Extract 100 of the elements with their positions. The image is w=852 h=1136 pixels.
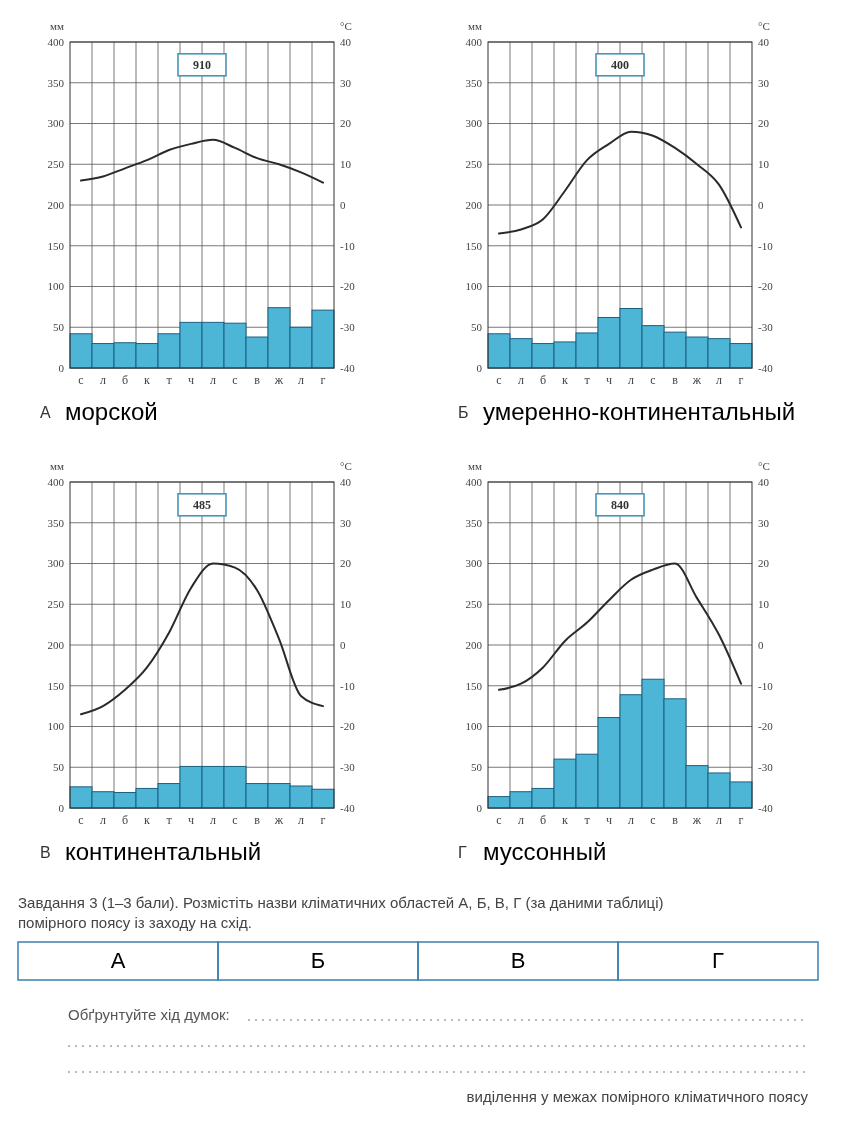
x-tick-label: к	[144, 813, 151, 827]
y-tick-label: 250	[465, 598, 483, 611]
x-tick-label: к	[562, 813, 569, 827]
x-tick-label: с	[650, 813, 656, 827]
x-tick-label: с	[496, 813, 502, 827]
y-tick-label: 50	[471, 321, 483, 334]
x-tick-label: ч	[605, 813, 613, 827]
y-tick-label: 300	[47, 557, 65, 570]
annotation: 400	[611, 58, 629, 73]
y2-tick-label: -30	[340, 321, 356, 334]
y2-axis-title: °С	[340, 460, 352, 472]
y2-axis-title: °С	[758, 460, 770, 472]
y-tick-label: 50	[471, 761, 483, 774]
y2-tick-label: 40	[340, 475, 352, 488]
x-tick-label: л	[518, 813, 524, 827]
y2-tick-label: 40	[340, 35, 352, 48]
y2-tick-label: 40	[758, 35, 770, 48]
x-tick-label: т	[584, 373, 591, 387]
y2-tick-label: 0	[758, 638, 764, 651]
text: виділення у межах помірного кліматичного поясу	[466, 1088, 809, 1105]
y-tick-label: 350	[47, 516, 65, 529]
text: морской	[65, 398, 158, 425]
x-tick-label: ч	[187, 373, 195, 387]
x-tick-label: л	[716, 813, 722, 827]
y2-tick-label: -40	[758, 801, 774, 814]
y2-tick-label: 30	[340, 76, 352, 89]
y-axis-title: мм	[468, 460, 483, 472]
x-tick-label: б	[121, 373, 129, 387]
x-tick-label: л	[716, 373, 722, 387]
y2-tick-label: -20	[758, 720, 774, 733]
y-tick-label: 150	[47, 239, 65, 252]
x-tick-label: к	[144, 373, 151, 387]
y2-tick-label: -30	[340, 761, 356, 774]
x-tick-label: с	[496, 373, 502, 387]
y-tick-label: 300	[47, 117, 65, 130]
y-tick-label: 400	[47, 35, 65, 48]
x-tick-label: г	[738, 813, 744, 827]
y-tick-label: 200	[47, 198, 65, 211]
x-tick-label: б	[121, 813, 129, 827]
text: Г	[458, 844, 467, 861]
x-tick-label: т	[584, 813, 591, 827]
y-tick-label: 100	[47, 280, 65, 293]
y-tick-label: 200	[465, 198, 483, 211]
x-tick-label: к	[562, 373, 569, 387]
y-tick-label: 200	[465, 638, 483, 651]
y2-tick-label: 10	[340, 598, 352, 611]
x-tick-label: в	[254, 813, 261, 827]
x-tick-label: г	[738, 373, 744, 387]
text: континентальный	[65, 838, 262, 865]
y2-tick-label: -40	[340, 801, 356, 814]
x-tick-label: л	[100, 813, 106, 827]
x-tick-label: в	[254, 373, 261, 387]
x-tick-label: л	[210, 373, 216, 387]
y2-tick-label: -10	[758, 679, 774, 692]
x-tick-label: ж	[691, 373, 702, 387]
x-tick-label: б	[539, 813, 547, 827]
y2-tick-label: 20	[340, 557, 352, 570]
y-tick-label: 400	[465, 35, 483, 48]
line-series	[498, 562, 742, 691]
y2-tick-label: 20	[758, 117, 770, 130]
y-tick-label: 100	[465, 280, 483, 293]
x-tick-label: ж	[691, 813, 702, 827]
y-tick-label: 200	[47, 638, 65, 651]
line-series	[80, 138, 324, 184]
annotation: 910	[193, 58, 211, 73]
y-tick-label: 250	[465, 158, 483, 171]
y-tick-label: 50	[53, 321, 65, 334]
y-tick-label: 300	[465, 117, 483, 130]
y2-tick-label: 10	[758, 598, 770, 611]
y-tick-label: 0	[476, 801, 483, 814]
y2-axis-title: °С	[340, 20, 352, 32]
y2-tick-label: 30	[758, 76, 770, 89]
y-tick-label: 50	[53, 761, 65, 774]
y2-tick-label: 0	[758, 198, 764, 211]
x-tick-label: т	[166, 813, 173, 827]
y-tick-label: 250	[47, 158, 65, 171]
y2-tick-label: 30	[758, 516, 770, 529]
y-tick-label: 350	[465, 516, 483, 529]
x-tick-label: ч	[605, 373, 613, 387]
x-tick-label: л	[100, 373, 106, 387]
category-label: Б	[310, 948, 326, 973]
y-axis-title: мм	[50, 20, 65, 32]
y-axis-title: мм	[468, 20, 483, 32]
y2-tick-label: -30	[758, 761, 774, 774]
y2-axis-title: °С	[758, 20, 770, 32]
x-tick-label: с	[650, 373, 656, 387]
y-tick-label: 150	[465, 239, 483, 252]
x-tick-label: в	[672, 373, 679, 387]
y2-tick-label: 10	[340, 158, 352, 171]
text: А	[40, 404, 51, 421]
annotation: 840	[611, 498, 629, 513]
x-tick-label: с	[78, 373, 84, 387]
x-tick-label: л	[628, 813, 634, 827]
line-series	[498, 130, 742, 235]
x-tick-label: с	[78, 813, 84, 827]
x-tick-label: г	[320, 813, 326, 827]
x-tick-label: ж	[273, 813, 284, 827]
y-tick-label: 0	[58, 361, 65, 374]
y2-tick-label: -20	[758, 280, 774, 293]
text: муссонный	[483, 838, 607, 865]
